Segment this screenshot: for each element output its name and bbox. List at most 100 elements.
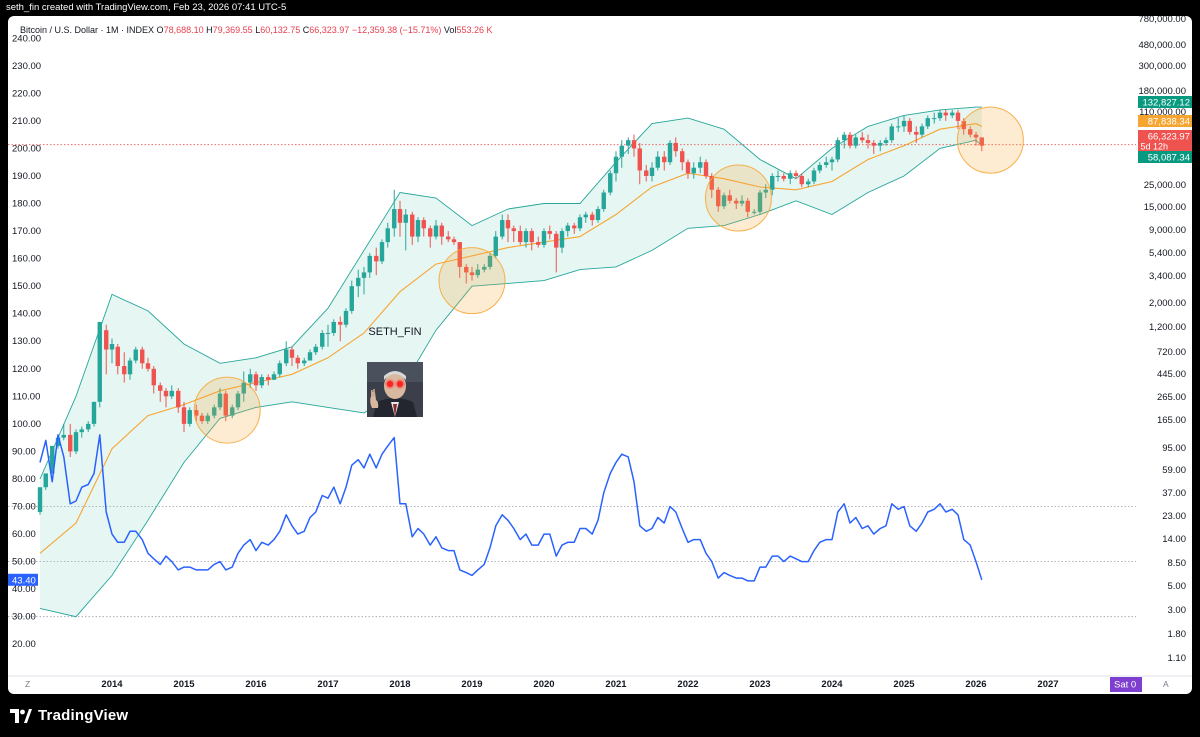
candle-body bbox=[565, 225, 570, 232]
left-axis-tick: 20.00 bbox=[12, 639, 36, 650]
candle-body bbox=[253, 374, 259, 386]
bollinger-band-fill bbox=[40, 107, 982, 617]
candle-body bbox=[469, 272, 475, 276]
price-tag-value: 87,838.34 bbox=[1148, 117, 1190, 128]
candle-body bbox=[590, 214, 595, 221]
candle-body bbox=[968, 129, 973, 135]
candle-body bbox=[511, 228, 516, 232]
low-value: 60,132.75 bbox=[260, 25, 301, 35]
candle-body bbox=[457, 242, 462, 267]
candle-body bbox=[554, 233, 559, 248]
candle-body bbox=[806, 181, 811, 185]
candle-body bbox=[127, 360, 133, 375]
candle-body bbox=[583, 214, 588, 218]
candle-body bbox=[649, 167, 655, 176]
candle-body bbox=[973, 134, 979, 138]
time-axis-tick: 2020 bbox=[533, 679, 554, 690]
highlight-circle bbox=[438, 247, 506, 315]
chart-panel[interactable]: 240.00 230.00 220.00 210.00 200.00 190.00 180.… bbox=[8, 16, 1192, 694]
right-axis-tick: 3,400.00 bbox=[1149, 271, 1186, 282]
candle-body bbox=[367, 255, 372, 273]
candle-body bbox=[493, 236, 498, 256]
candle-body bbox=[295, 357, 300, 364]
candle-body bbox=[356, 277, 361, 287]
candle-body bbox=[374, 255, 379, 262]
right-axis-tick: 8.50 bbox=[1168, 558, 1187, 569]
left-axis-tick: 220.00 bbox=[12, 88, 41, 99]
candle-body bbox=[817, 164, 822, 171]
candle-body bbox=[793, 173, 799, 176]
left-axis-tick: 170.00 bbox=[12, 226, 41, 237]
candle-body bbox=[259, 377, 264, 386]
corner-left-label[interactable]: Z bbox=[25, 679, 30, 689]
left-axis-tick: 140.00 bbox=[12, 309, 41, 320]
close-label: C bbox=[302, 25, 310, 35]
symbol-legend: Bitcoin / U.S. Dollar · 1M · INDEX O78,6… bbox=[20, 25, 492, 35]
candle-body bbox=[187, 410, 192, 424]
candle-body bbox=[158, 385, 163, 391]
candle-body bbox=[781, 175, 786, 179]
candle-body bbox=[757, 192, 763, 212]
price-tag-bg bbox=[1138, 96, 1192, 108]
candle-body bbox=[680, 151, 685, 163]
candle-body bbox=[595, 209, 601, 221]
candle-body bbox=[266, 377, 271, 380]
highlight-circle bbox=[193, 376, 261, 444]
candle-body bbox=[212, 407, 217, 416]
right-axis-tick: 1,200.00 bbox=[1149, 322, 1186, 333]
right-axis-tick: 1.80 bbox=[1168, 629, 1187, 640]
open-value: 78,688.10 bbox=[163, 25, 204, 35]
rsi-tag-value: 43.40 bbox=[12, 575, 36, 586]
right-axis-tick: 23.00 bbox=[1162, 511, 1186, 522]
right-axis-tick: 15,000.00 bbox=[1144, 202, 1186, 213]
left-axis-tick: 240.00 bbox=[12, 33, 41, 44]
candle-body bbox=[68, 434, 73, 452]
tradingview-logo[interactable]: TradingView bbox=[10, 707, 128, 724]
candle-body bbox=[770, 175, 775, 190]
candle-body bbox=[775, 175, 781, 177]
right-axis-tick: 37.00 bbox=[1162, 488, 1186, 499]
candle-body bbox=[410, 214, 415, 237]
candle-body bbox=[932, 118, 937, 120]
candle-body bbox=[572, 225, 577, 229]
candle-body bbox=[320, 332, 325, 347]
candle-body bbox=[950, 112, 955, 116]
candle-body bbox=[313, 346, 318, 353]
candle-body bbox=[50, 445, 55, 474]
candle-body bbox=[914, 131, 919, 135]
time-axis-tick: 2025 bbox=[893, 679, 915, 690]
right-axis-tick: 3.00 bbox=[1168, 605, 1187, 616]
candle-body bbox=[842, 134, 847, 141]
candle-body bbox=[428, 228, 433, 237]
candle-body bbox=[727, 195, 732, 201]
candle-body bbox=[482, 266, 487, 270]
left-axis-tick: 30.00 bbox=[12, 612, 36, 623]
candle-body bbox=[871, 142, 876, 146]
auto-scale-button[interactable]: A bbox=[1163, 679, 1169, 689]
candle-body bbox=[361, 272, 367, 278]
left-axis-tick: 160.00 bbox=[12, 254, 41, 265]
right-axis-tick: 480,000.00 bbox=[1138, 40, 1186, 51]
right-axis-tick: 14.00 bbox=[1162, 534, 1186, 545]
candle-body bbox=[235, 393, 241, 408]
candle-body bbox=[619, 145, 624, 157]
candle-body bbox=[896, 126, 901, 128]
candle-body bbox=[541, 231, 547, 245]
candle-body bbox=[109, 344, 115, 350]
annotation-label: SETH_FIN bbox=[368, 326, 422, 338]
candle-body bbox=[122, 366, 127, 375]
candle-body bbox=[721, 195, 727, 207]
creator-banner: seth_fin created with TradingView.com, F… bbox=[0, 0, 1200, 16]
right-axis-tick: 110,000.00 bbox=[1139, 107, 1186, 118]
candle-body bbox=[97, 321, 102, 402]
symbol-name[interactable]: Bitcoin / U.S. Dollar · 1M · INDEX bbox=[20, 25, 155, 35]
time-axis-tick: 2022 bbox=[677, 679, 698, 690]
price-chart[interactable]: 240.00 230.00 220.00 210.00 200.00 190.00 180.… bbox=[8, 16, 1192, 694]
candle-body bbox=[637, 148, 642, 171]
time-axis-tick: 2023 bbox=[749, 679, 770, 690]
price-tag-value: 132,827.12 bbox=[1142, 98, 1190, 109]
candle-body bbox=[73, 432, 79, 452]
candle-body bbox=[271, 374, 277, 380]
right-axis-tick: 165.00 bbox=[1157, 415, 1186, 426]
high-label: H bbox=[206, 25, 213, 35]
